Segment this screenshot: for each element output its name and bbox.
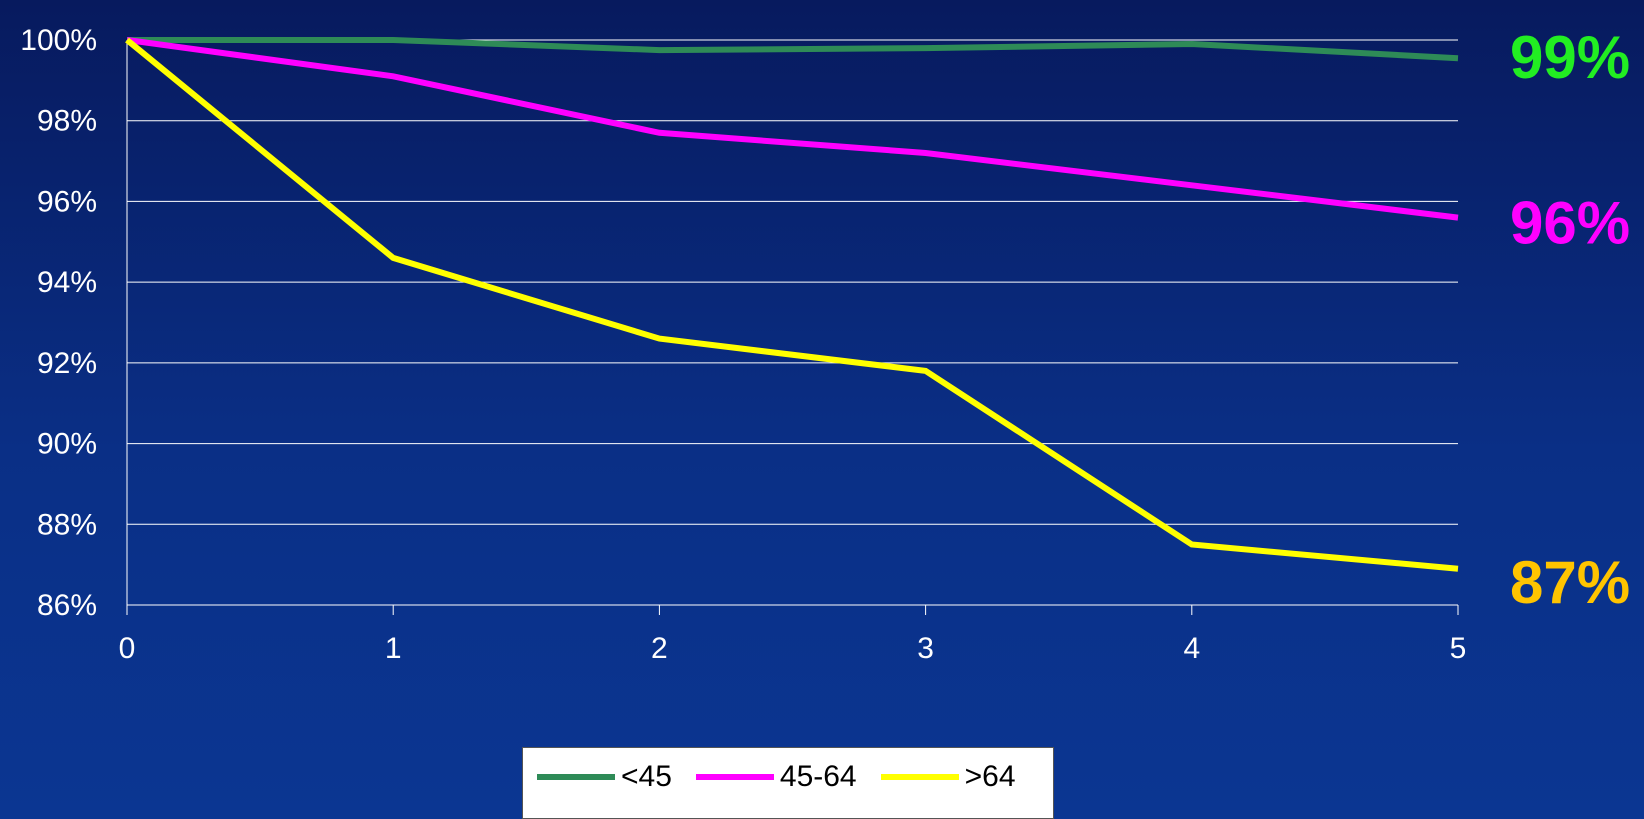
y-tick-label: 94% [37,266,97,299]
legend-swatch-over-64 [880,774,959,780]
y-tick-label: 88% [37,508,97,541]
series-line-2 [125,37,1459,572]
x-tick-label: 4 [1183,632,1200,665]
legend-item-over-64: >64 [880,760,1016,794]
axes [126,40,1459,615]
y-tick-label: 98% [37,105,97,138]
y-tick-labels: 86% 88% 90% 92% 94% 96% 98% 100% [20,24,97,622]
x-tick-label: 5 [1450,632,1467,665]
end-label-1: 96% [1510,190,1630,257]
y-tick-label: 92% [37,347,97,380]
y-tick-label: 90% [37,428,97,461]
end-labels: 99% 96% 87% [1510,24,1630,616]
legend-item-45-64: 45-64 [695,760,857,794]
legend-swatch-45-64 [695,774,774,780]
y-tick-label: 100% [20,24,97,57]
legend-swatch-under-45 [537,774,615,780]
x-tick-label: 1 [385,632,402,665]
legend-item-under-45: <45 [537,760,672,794]
legend-label-under-45: <45 [621,760,672,793]
end-label-0: 99% [1510,24,1630,91]
end-label-2: 87% [1510,549,1630,616]
x-tick-label: 0 [119,632,136,665]
y-tick-label: 96% [37,185,97,218]
series-line-0 [127,37,1459,62]
legend-label-over-64: >64 [964,760,1016,793]
legend: <45 45-64 >64 [522,747,1054,819]
legend-label-45-64: 45-64 [779,760,857,793]
grid-lines [127,39,1458,606]
series-line-1 [126,37,1459,221]
x-tick-label: 2 [651,632,668,665]
x-tick-labels: 0 1 2 3 4 5 [119,632,1467,665]
series-lines [125,37,1459,572]
y-tick-label: 86% [37,589,97,622]
x-tick-label: 3 [917,632,934,665]
